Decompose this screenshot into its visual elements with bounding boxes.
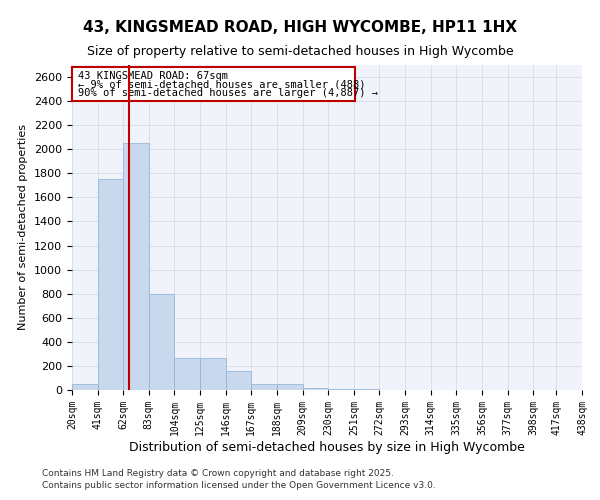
Bar [226,370,251,390]
Text: Contains HM Land Registry data © Crown copyright and database right 2025.: Contains HM Land Registry data © Crown c… [42,468,394,477]
Bar [123,143,149,390]
Text: Size of property relative to semi-detached houses in High Wycombe: Size of property relative to semi-detach… [86,45,514,58]
Bar [175,358,200,390]
X-axis label: Distribution of semi-detached houses by size in High Wycombe: Distribution of semi-detached houses by … [129,440,525,454]
Text: Contains public sector information licensed under the Open Government Licence v3: Contains public sector information licen… [42,481,436,490]
Bar [328,389,354,390]
Y-axis label: Number of semi-detached properties: Number of semi-detached properties [19,124,28,330]
Bar [98,180,123,390]
FancyBboxPatch shape [72,68,355,101]
Bar [72,384,98,390]
Text: 43 KINGSMEAD ROAD: 67sqm: 43 KINGSMEAD ROAD: 67sqm [78,71,228,81]
Bar [277,384,302,390]
Text: 43, KINGSMEAD ROAD, HIGH WYCOMBE, HP11 1HX: 43, KINGSMEAD ROAD, HIGH WYCOMBE, HP11 1… [83,20,517,35]
Bar [302,388,328,390]
Text: 90% of semi-detached houses are larger (4,887) →: 90% of semi-detached houses are larger (… [78,88,378,98]
Bar [149,294,175,390]
Bar [200,358,226,390]
Bar [251,384,277,390]
Text: ← 9% of semi-detached houses are smaller (488): ← 9% of semi-detached houses are smaller… [78,80,365,90]
